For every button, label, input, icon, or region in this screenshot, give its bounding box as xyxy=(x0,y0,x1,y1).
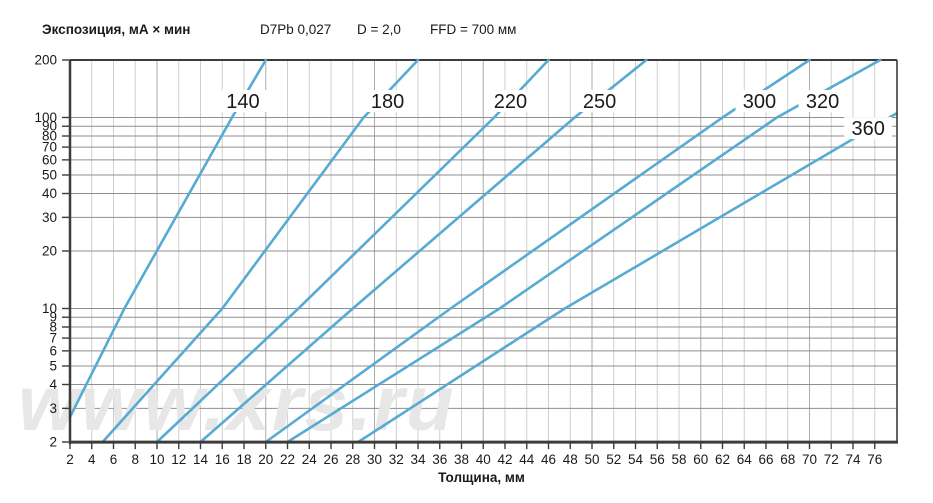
curve-label-250: 250 xyxy=(583,91,616,113)
x-tick-label-24: 24 xyxy=(302,452,318,467)
param-density: D = 2,0 xyxy=(357,22,401,37)
x-tick-label-64: 64 xyxy=(737,452,753,467)
y-tick-label-80: 80 xyxy=(42,129,57,144)
exposure-curve-140 xyxy=(68,58,268,419)
x-tick-label-76: 76 xyxy=(867,452,882,467)
x-tick-label-56: 56 xyxy=(650,452,665,467)
x-tick-label-58: 58 xyxy=(671,452,686,467)
curve-label-300: 300 xyxy=(743,91,776,113)
x-tick-label-72: 72 xyxy=(824,452,839,467)
y-tick-label-40: 40 xyxy=(42,186,57,201)
curve-label-220: 220 xyxy=(494,91,527,113)
curve-label-320: 320 xyxy=(806,91,839,113)
y-tick-label-20: 20 xyxy=(42,244,57,259)
x-tick-label-20: 20 xyxy=(258,452,273,467)
x-tick-label-60: 60 xyxy=(693,452,708,467)
y-tick-label-70: 70 xyxy=(42,140,57,155)
x-tick-label-36: 36 xyxy=(432,452,447,467)
y-tick-label-2: 2 xyxy=(49,435,57,450)
x-tick-label-68: 68 xyxy=(780,452,795,467)
x-tick-label-38: 38 xyxy=(454,452,469,467)
curve-label-bg-360 xyxy=(844,117,893,140)
x-tick-label-32: 32 xyxy=(389,452,404,467)
x-tick-label-10: 10 xyxy=(149,452,164,467)
x-tick-label-40: 40 xyxy=(476,452,491,467)
x-tick-label-26: 26 xyxy=(323,452,338,467)
y-tick-label-50: 50 xyxy=(42,167,57,182)
x-tick-label-30: 30 xyxy=(367,452,382,467)
y-tick-label-30: 30 xyxy=(42,210,57,225)
y-tick-label-5: 5 xyxy=(49,358,57,373)
y-tick-label-90: 90 xyxy=(42,119,57,134)
x-tick-label-4: 4 xyxy=(88,452,96,467)
x-tick-label-14: 14 xyxy=(193,452,209,467)
exposure-curve-250 xyxy=(199,58,648,444)
x-tick-label-74: 74 xyxy=(845,452,861,467)
x-tick-label-46: 46 xyxy=(541,452,556,467)
x-tick-label-34: 34 xyxy=(410,452,426,467)
x-tick-label-54: 54 xyxy=(628,452,644,467)
x-tick-label-8: 8 xyxy=(131,452,139,467)
y-tick-label-10: 10 xyxy=(42,301,57,316)
x-tick-label-48: 48 xyxy=(563,452,578,467)
x-tick-label-22: 22 xyxy=(280,452,295,467)
x-tick-label-44: 44 xyxy=(519,452,535,467)
curve-label-180: 180 xyxy=(371,91,404,113)
y-tick-label-3: 3 xyxy=(49,401,57,416)
exposure-curve-220 xyxy=(155,58,550,444)
curve-label-bg-220 xyxy=(486,90,535,113)
param-ffd: FFD = 700 мм xyxy=(430,22,517,37)
y-tick-label-100: 100 xyxy=(34,110,57,125)
x-tick-label-2: 2 xyxy=(66,452,74,467)
curve-label-bg-250 xyxy=(575,90,624,113)
curve-label-bg-180 xyxy=(363,90,412,113)
exposure-curve-300 xyxy=(264,58,811,444)
curve-label-bg-300 xyxy=(735,90,784,113)
y-tick-label-200: 200 xyxy=(34,53,57,68)
x-tick-label-6: 6 xyxy=(110,452,118,467)
x-tick-label-28: 28 xyxy=(345,452,360,467)
y-tick-label-8: 8 xyxy=(49,320,57,335)
y-tick-label-9: 9 xyxy=(49,310,57,325)
param-film-type: D7Pb 0,027 xyxy=(260,22,332,37)
x-tick-label-52: 52 xyxy=(606,452,621,467)
curve-label-bg-320 xyxy=(798,90,847,113)
curve-label-360: 360 xyxy=(852,118,885,140)
x-tick-label-50: 50 xyxy=(584,452,599,467)
y-tick-label-60: 60 xyxy=(42,152,57,167)
x-tick-label-70: 70 xyxy=(802,452,817,467)
x-tick-label-42: 42 xyxy=(497,452,512,467)
y-tick-label-7: 7 xyxy=(49,331,57,346)
x-axis-label: Толщина, мм xyxy=(438,470,525,485)
watermark: www.xrs.ru xyxy=(18,359,456,447)
exposure-curve-320 xyxy=(286,58,882,444)
x-tick-label-12: 12 xyxy=(171,452,186,467)
y-tick-label-4: 4 xyxy=(49,377,57,392)
x-tick-label-18: 18 xyxy=(236,452,251,467)
exposure-curve-180 xyxy=(101,58,420,444)
curve-label-bg-140 xyxy=(218,90,267,113)
y-tick-label-6: 6 xyxy=(49,343,57,358)
curve-label-140: 140 xyxy=(226,91,259,113)
x-tick-label-16: 16 xyxy=(215,452,230,467)
exposure-curve-360 xyxy=(356,112,898,444)
x-tick-label-66: 66 xyxy=(758,452,773,467)
x-tick-label-62: 62 xyxy=(715,452,730,467)
chart-title: Экспозиция, мА × мин xyxy=(42,22,191,37)
